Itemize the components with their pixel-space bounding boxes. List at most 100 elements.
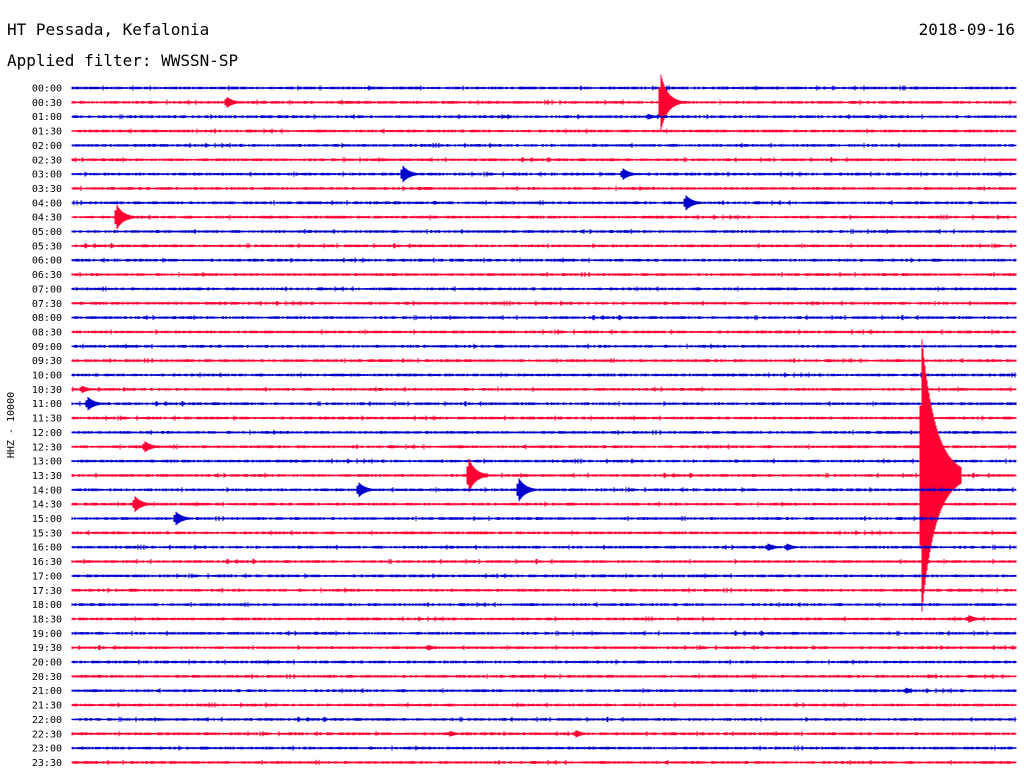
- row-label: 07:30: [32, 299, 62, 310]
- row-label: 02:00: [32, 141, 62, 152]
- y-axis-label: HHZ - 10000: [6, 392, 17, 458]
- trace-row: [71, 195, 1017, 211]
- trace-row: [71, 759, 1017, 765]
- row-label: 05:00: [32, 227, 62, 238]
- row-time-labels: 00:00 00:30 01:00 01:30 02:00 02:30 03:00 03:30…: [32, 84, 62, 769]
- trace-row: [71, 343, 1017, 349]
- trace-row: [71, 74, 1017, 130]
- trace-row: [71, 659, 1017, 665]
- trace-row: [71, 673, 1017, 679]
- chart-date: 2018-09-16: [918, 20, 1015, 39]
- trace-row: [71, 329, 1017, 335]
- row-label: 22:30: [32, 729, 62, 740]
- trace-row: [71, 458, 1017, 464]
- row-label: 22:00: [32, 715, 62, 726]
- row-label: 21:30: [32, 701, 62, 712]
- row-label: 16:00: [32, 543, 62, 554]
- row-label: 04:30: [32, 213, 62, 224]
- trace-row: [71, 286, 1017, 292]
- trace-row: [71, 745, 1017, 751]
- trace-row: [71, 257, 1017, 263]
- row-label: 14:00: [32, 485, 62, 496]
- trace-row: [71, 142, 1017, 148]
- row-label: 05:30: [32, 241, 62, 252]
- row-label: 18:30: [32, 614, 62, 625]
- row-label: 09:00: [32, 342, 62, 353]
- trace-row: [71, 204, 1017, 230]
- trace-row: [71, 429, 1017, 435]
- row-label: 06:30: [32, 270, 62, 281]
- row-label: 21:00: [32, 686, 62, 697]
- trace-row: [71, 113, 1017, 120]
- trace-row: [71, 385, 1017, 393]
- trace-row: [71, 272, 1017, 277]
- chart-subtitle: Applied filter: WWSSN-SP: [7, 51, 239, 70]
- row-label: 01:30: [32, 127, 62, 138]
- seismic-traces: [71, 74, 1017, 765]
- row-label: 13:30: [32, 471, 62, 482]
- trace-row: [71, 511, 1017, 526]
- trace-row: [71, 300, 1017, 306]
- row-label: 11:30: [32, 414, 62, 425]
- row-label: 06:00: [32, 256, 62, 267]
- row-label: 20:00: [32, 658, 62, 669]
- row-label: 08:00: [32, 313, 62, 324]
- row-label: 12:30: [32, 442, 62, 453]
- row-label: 15:30: [32, 528, 62, 539]
- row-label: 14:30: [32, 500, 62, 511]
- row-label: 23:00: [32, 744, 62, 755]
- row-label: 00:30: [32, 98, 62, 109]
- row-label: 07:00: [32, 284, 62, 295]
- row-label: 12:00: [32, 428, 62, 439]
- trace-row: [71, 441, 1017, 453]
- row-label: 03:30: [32, 184, 62, 195]
- row-label: 16:30: [32, 557, 62, 568]
- row-label: 17:00: [32, 571, 62, 582]
- row-label: 19:00: [32, 629, 62, 640]
- row-label: 00:00: [32, 84, 62, 95]
- trace-row: [71, 702, 1017, 708]
- row-label: 01:00: [32, 112, 62, 123]
- row-label: 08:30: [32, 327, 62, 338]
- trace-row: [71, 602, 1017, 608]
- row-label: 02:30: [32, 155, 62, 166]
- trace-row: [71, 478, 1017, 502]
- trace-row: [71, 185, 1017, 191]
- row-label: 15:00: [32, 514, 62, 525]
- row-label: 03:00: [32, 170, 62, 181]
- row-label: 19:30: [32, 643, 62, 654]
- trace-row: [71, 496, 1017, 513]
- trace-row: [71, 587, 1017, 593]
- trace-row: [71, 630, 1017, 636]
- row-label: 17:30: [32, 586, 62, 597]
- row-label: 09:30: [32, 356, 62, 367]
- trace-row: [71, 229, 1017, 234]
- trace-row: [71, 615, 1017, 623]
- trace-row: [71, 730, 1017, 738]
- trace-row: [71, 358, 1017, 364]
- trace-row: [71, 372, 1017, 378]
- trace-row: [71, 530, 1017, 536]
- trace-row: [71, 157, 1017, 163]
- trace-row: [71, 243, 1017, 249]
- row-label: 04:00: [32, 198, 62, 209]
- trace-row: [71, 716, 1017, 722]
- trace-row: [71, 165, 1017, 183]
- trace-row: [71, 315, 1017, 321]
- row-label: 23:30: [32, 758, 62, 769]
- chart-title: HT Pessada, Kefalonia: [7, 20, 210, 39]
- row-label: 11:00: [32, 399, 62, 410]
- trace-row: [71, 687, 1017, 694]
- row-label: 20:30: [32, 672, 62, 683]
- row-label: 18:00: [32, 600, 62, 611]
- row-label: 13:00: [32, 457, 62, 468]
- trace-row: [71, 85, 1017, 91]
- row-label: 10:00: [32, 371, 62, 382]
- trace-row: [71, 573, 1017, 579]
- trace-row: [71, 128, 1017, 134]
- trace-row: [71, 339, 1017, 612]
- row-label: 10:30: [32, 385, 62, 396]
- trace-row: [71, 543, 1017, 551]
- trace-row: [71, 559, 1017, 564]
